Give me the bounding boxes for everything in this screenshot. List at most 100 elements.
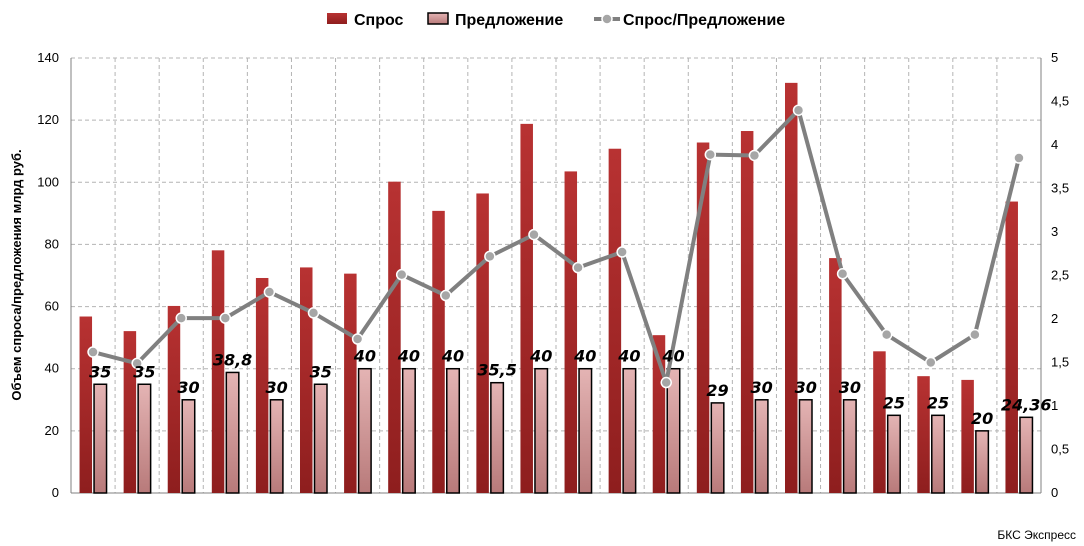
bar-supply — [754, 399, 769, 494]
supply-data-label: 40 — [353, 347, 376, 366]
bar-supply — [490, 381, 505, 494]
legend-swatch-demand — [327, 13, 347, 24]
axes: 0 20 40 60 80 100 120 140 0 0,5 1 1,5 2 2,5 3 3,5 4 4,5 5 — [37, 50, 1069, 500]
bar-demand — [696, 142, 710, 493]
y-tick-label: 60 — [45, 299, 59, 314]
bar-supply — [886, 414, 901, 494]
supply-data-label: 35 — [133, 362, 155, 381]
bar-supply — [931, 414, 946, 494]
supply-data-label: 25 — [883, 393, 905, 412]
legend-label: Предложение — [455, 12, 563, 29]
supply-data-label: 40 — [573, 347, 596, 366]
bar-supply — [578, 367, 593, 494]
bar-demand — [917, 376, 930, 493]
ratio-point — [440, 289, 452, 302]
bar-demand — [873, 351, 886, 493]
bar-supply — [401, 367, 416, 494]
bar-supply — [622, 367, 637, 494]
data-labels: 35 35 30 38,8 30 35 40 40 40 35,5 40 40 40 40 29 30 30 30… — [89, 347, 1051, 428]
y2-tick-label: 3 — [1051, 224, 1058, 239]
legend-item: Спрос — [327, 12, 404, 29]
bar-supply — [269, 399, 284, 494]
bar-demand — [344, 273, 357, 493]
bar-supply — [446, 367, 461, 494]
supply-data-label: 30 — [795, 378, 817, 397]
bar-demand — [476, 193, 489, 493]
bar-demand — [1005, 201, 1018, 494]
y2-tick-label: 2 — [1051, 311, 1058, 326]
ratio-point — [704, 148, 717, 161]
y-tick-label: 140 — [37, 50, 59, 65]
ratio-point — [836, 268, 849, 280]
y-axis-title: Объем спроса/предложения млрд руб. — [9, 149, 24, 400]
ratio-point — [263, 286, 276, 298]
source-label: БКС Экспресс — [997, 528, 1076, 542]
ratio-point — [351, 333, 364, 345]
ratio-point — [616, 246, 628, 258]
ratio-point — [219, 312, 232, 324]
ratio-series-line — [92, 108, 1021, 385]
bar-demand — [520, 123, 533, 493]
ratio-line — [87, 104, 1025, 389]
bar-demand — [255, 277, 269, 493]
ratio-point — [925, 356, 937, 369]
supply-data-label: 30 — [839, 378, 861, 397]
y2-tick-label: 0,5 — [1051, 442, 1069, 457]
y2-tick-label: 3,5 — [1051, 181, 1069, 196]
bar-supply — [666, 367, 681, 494]
ratio-point — [395, 268, 408, 281]
supply-data-label: 35 — [310, 362, 332, 381]
y-tick-label: 0 — [52, 485, 59, 500]
bar-supply — [1019, 416, 1034, 494]
bar-supply — [534, 367, 549, 494]
legend: Спрос Предложение Спрос/Предложение — [327, 12, 785, 29]
ratio-point — [175, 312, 187, 324]
legend-swatch-supply — [427, 12, 449, 25]
bar-supply — [798, 399, 813, 494]
bar-demand — [961, 379, 974, 493]
bar-demand — [388, 181, 401, 493]
y-tick-label: 20 — [45, 423, 59, 438]
bar-demand — [829, 258, 842, 493]
supply-data-label: 30 — [177, 378, 199, 397]
bar-supply — [357, 367, 372, 494]
supply-data-label: 40 — [397, 347, 420, 366]
y2-tick-label: 2,5 — [1051, 268, 1069, 283]
ratio-point — [660, 376, 672, 389]
ratio-point — [969, 328, 981, 341]
legend-label: Спрос — [354, 12, 404, 29]
legend-label: Спрос/Предложение — [623, 12, 785, 29]
bar-demand — [79, 316, 93, 493]
y2-tick-label: 1,5 — [1051, 355, 1069, 370]
ratio-point — [131, 357, 143, 370]
y2-tick-label: 4 — [1051, 137, 1058, 152]
y-tick-label: 120 — [37, 112, 59, 127]
bar-supply — [842, 399, 857, 494]
y-tick-label: 80 — [45, 236, 59, 251]
supply-data-label: 35,5 — [477, 361, 516, 380]
legend-item: Предложение — [427, 12, 563, 29]
y2-tick-label: 5 — [1051, 50, 1058, 65]
bar-demand — [432, 210, 445, 493]
supply-data-label: 24,36 — [1001, 395, 1052, 414]
ratio-point — [572, 261, 584, 274]
supply-data-label: 38,8 — [213, 350, 252, 369]
bar-supply — [181, 399, 196, 494]
supply-data-label: 40 — [661, 347, 684, 366]
bar-demand — [740, 131, 754, 493]
bar-demand — [608, 148, 622, 493]
ratio-point — [87, 346, 99, 358]
bar-demand — [211, 250, 225, 493]
legend-item: Спрос/Предложение — [594, 12, 785, 29]
supply-data-label: 25 — [927, 393, 949, 412]
legend-swatch-ratio-point — [601, 13, 613, 25]
bar-demand — [123, 331, 137, 493]
supply-data-label: 40 — [617, 347, 640, 366]
bar-supply — [93, 383, 108, 494]
ratio-point — [1013, 152, 1025, 164]
bars — [79, 82, 1034, 494]
supply-data-label: 20 — [971, 409, 993, 428]
bar-supply — [710, 402, 725, 494]
ratio-point — [748, 149, 761, 162]
